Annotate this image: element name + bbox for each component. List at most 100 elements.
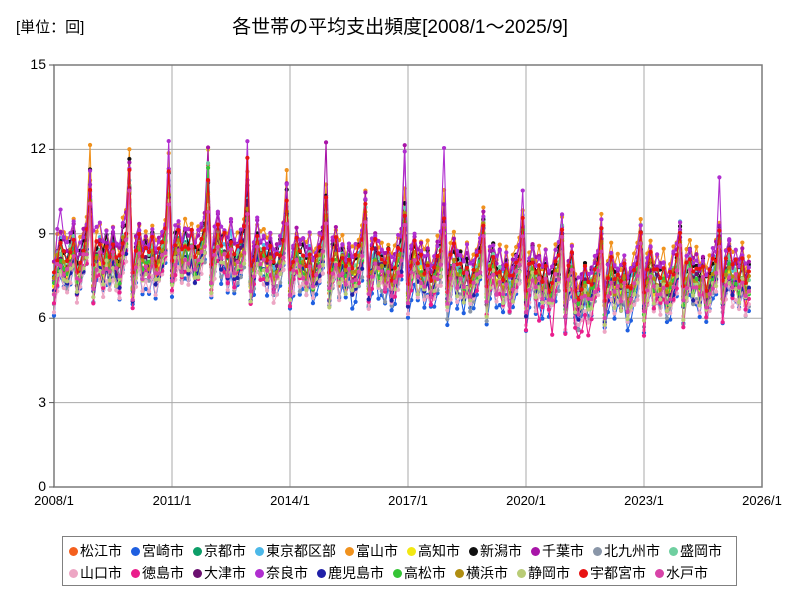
legend-item[interactable]: 北九州市 [593, 544, 660, 558]
series-marker [618, 299, 624, 304]
series-marker [740, 256, 745, 261]
series-marker [727, 265, 732, 270]
series-marker [573, 325, 578, 330]
legend-item[interactable]: 盛岡市 [669, 544, 722, 558]
series-marker [402, 223, 407, 228]
legend-marker-icon [393, 568, 402, 578]
series-marker [441, 145, 447, 151]
series-marker [648, 249, 653, 255]
legend-marker-icon [69, 546, 78, 556]
series-marker [320, 249, 325, 254]
legend-item[interactable]: 富山市 [345, 544, 398, 558]
series-marker [671, 297, 676, 302]
series-marker [124, 259, 129, 264]
series-marker [428, 295, 434, 300]
series-marker [632, 281, 637, 286]
series-marker [451, 241, 456, 246]
series-marker [55, 226, 60, 232]
series-marker [533, 309, 538, 314]
series-marker [740, 246, 745, 251]
series-marker [448, 297, 453, 302]
series-marker [464, 271, 470, 276]
series-marker [504, 282, 509, 287]
series-marker [238, 227, 243, 232]
series-marker [707, 308, 712, 314]
series-marker [284, 221, 289, 227]
series-marker [392, 294, 397, 299]
series-marker [127, 167, 132, 173]
legend-item[interactable]: 大津市 [193, 566, 246, 580]
series-marker [255, 244, 260, 249]
series-marker [533, 270, 538, 275]
legend-item[interactable]: 千葉市 [531, 544, 584, 558]
series-marker [399, 273, 404, 278]
series-marker [186, 261, 191, 266]
legend-label: 東京都区部 [266, 543, 336, 559]
legend-item[interactable]: 山口市 [69, 566, 122, 580]
series-marker [681, 298, 686, 303]
series-marker [166, 202, 171, 207]
series-marker [337, 281, 342, 286]
series-marker [694, 258, 699, 263]
series-marker [500, 301, 506, 306]
legend-item[interactable]: 新潟市 [469, 544, 522, 558]
series-marker [278, 233, 283, 238]
series-marker [405, 300, 411, 306]
series-marker [219, 256, 224, 261]
series-marker [196, 258, 201, 263]
series-marker [684, 286, 689, 291]
series-marker [576, 322, 581, 328]
series-marker [301, 253, 306, 258]
series-marker [356, 281, 361, 286]
legend-item[interactable]: 徳島市 [131, 566, 184, 580]
series-marker [700, 258, 706, 264]
series-marker [520, 188, 525, 193]
series-marker [156, 246, 161, 251]
series-marker [55, 258, 60, 263]
series-marker [150, 274, 155, 279]
legend-item[interactable]: 高知市 [407, 544, 460, 558]
series-marker [599, 211, 604, 217]
legend-item[interactable]: 静岡市 [517, 566, 570, 580]
series-marker [101, 285, 106, 291]
series-marker [710, 286, 715, 291]
y-tick-label: 9 [38, 224, 46, 241]
legend-item[interactable]: 宇都宮市 [579, 566, 646, 580]
legend-item[interactable]: 奈良市 [255, 566, 308, 580]
series-marker [448, 240, 453, 246]
series-marker [196, 227, 201, 233]
legend-item[interactable]: 宮崎市 [131, 544, 184, 558]
series-marker [658, 275, 663, 281]
series-marker [258, 262, 263, 267]
series-marker [520, 234, 525, 239]
series-marker [127, 160, 132, 165]
legend-item[interactable]: 高松市 [393, 566, 446, 580]
legend-item[interactable]: 水戸市 [655, 566, 708, 580]
series-marker [166, 138, 171, 144]
series-marker [160, 239, 165, 245]
series-marker [130, 305, 135, 311]
series-marker [422, 305, 427, 310]
series-marker [550, 264, 555, 269]
series-marker [176, 248, 181, 253]
series-marker [209, 290, 214, 296]
legend-item[interactable]: 東京都区部 [255, 544, 336, 558]
series-marker [500, 292, 506, 297]
series-marker [573, 298, 578, 303]
series-marker [146, 278, 152, 283]
legend-item[interactable]: 鹿児島市 [317, 566, 384, 580]
series-marker [714, 270, 719, 275]
series-marker [245, 139, 250, 144]
series-marker [261, 257, 266, 262]
series-marker [579, 287, 584, 292]
series-marker [176, 227, 181, 233]
legend-item[interactable]: 横浜市 [455, 566, 508, 580]
series-marker [435, 243, 440, 249]
series-marker [153, 282, 158, 287]
series-marker [51, 292, 57, 297]
legend-item[interactable]: 松江市 [69, 544, 122, 558]
legend-item[interactable]: 京都市 [193, 544, 246, 558]
series-marker [481, 214, 486, 219]
series-marker [104, 228, 109, 233]
series-marker [363, 201, 368, 207]
